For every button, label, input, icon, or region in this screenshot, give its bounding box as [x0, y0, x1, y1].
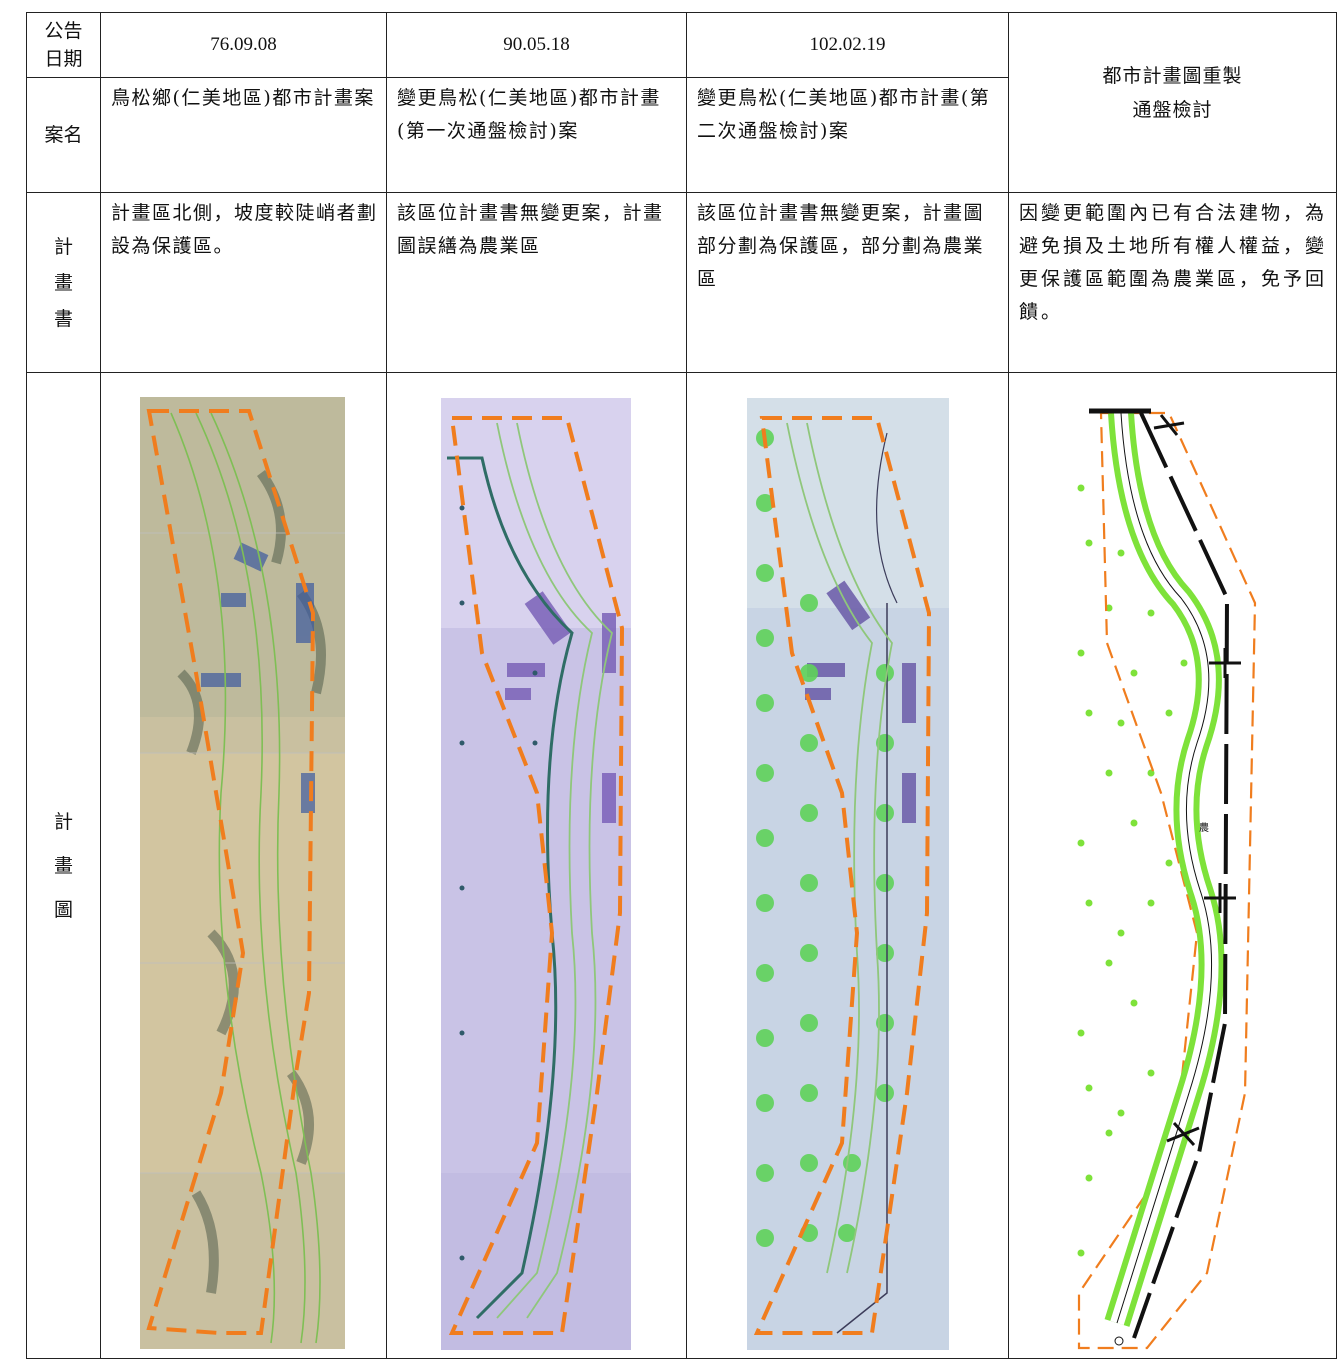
row-label-case-name: 案名 — [26, 77, 101, 193]
plan-text-cell-2: 該區位計畫書無變更案，計畫圖誤繕為農業區 — [386, 192, 687, 373]
map-zone-label: 農 — [1199, 821, 1209, 834]
row-label-date: 公告 日期 — [26, 12, 101, 78]
plan-map-cell-1 — [100, 372, 387, 1359]
case-name-cell-4: 都市計畫圖重製 通盤檢討 — [1008, 12, 1337, 193]
plan-text-cell-3: 該區位計畫書無變更案，計畫圖部分劃為保護區，部分劃為農業區 — [686, 192, 1009, 373]
plan-map-2001 — [441, 398, 631, 1350]
plan-map-cell-4: 農 — [1008, 372, 1337, 1359]
plan-text-cell-4: 因變更範圍內已有合法建物，為避免損及土地所有權人權益，變更保護區範圍為農業區，免… — [1008, 192, 1337, 373]
date-cell-3: 102.02.19 — [686, 12, 1009, 78]
plan-map-cell-3 — [686, 372, 1009, 1359]
plan-map-1976 — [140, 397, 345, 1349]
plan-comparison-table: 公告 日期 76.09.08 90.05.18 102.02.19 都市計畫圖重… — [26, 12, 1337, 1359]
plan-map-cell-2 — [386, 372, 687, 1359]
date-cell-1: 76.09.08 — [100, 12, 387, 78]
case-name-cell-1: 鳥松鄉(仁美地區)都市計畫案 — [100, 77, 387, 193]
row-label-plan-text: 計 畫 書 — [26, 192, 101, 373]
date-cell-2: 90.05.18 — [386, 12, 687, 78]
plan-text-cell-1: 計畫區北側，坡度較陡峭者劃設為保護區。 — [100, 192, 387, 373]
row-label-plan-map: 計 畫 圖 — [26, 372, 101, 1359]
plan-map-2013 — [747, 398, 949, 1350]
case-name-cell-3: 變更鳥松(仁美地區)都市計畫(第二次通盤檢討)案 — [686, 77, 1009, 193]
plan-map-redrawn: 農 — [1077, 408, 1257, 1350]
case-name-cell-2: 變更鳥松(仁美地區)都市計畫(第一次通盤檢討)案 — [386, 77, 687, 193]
